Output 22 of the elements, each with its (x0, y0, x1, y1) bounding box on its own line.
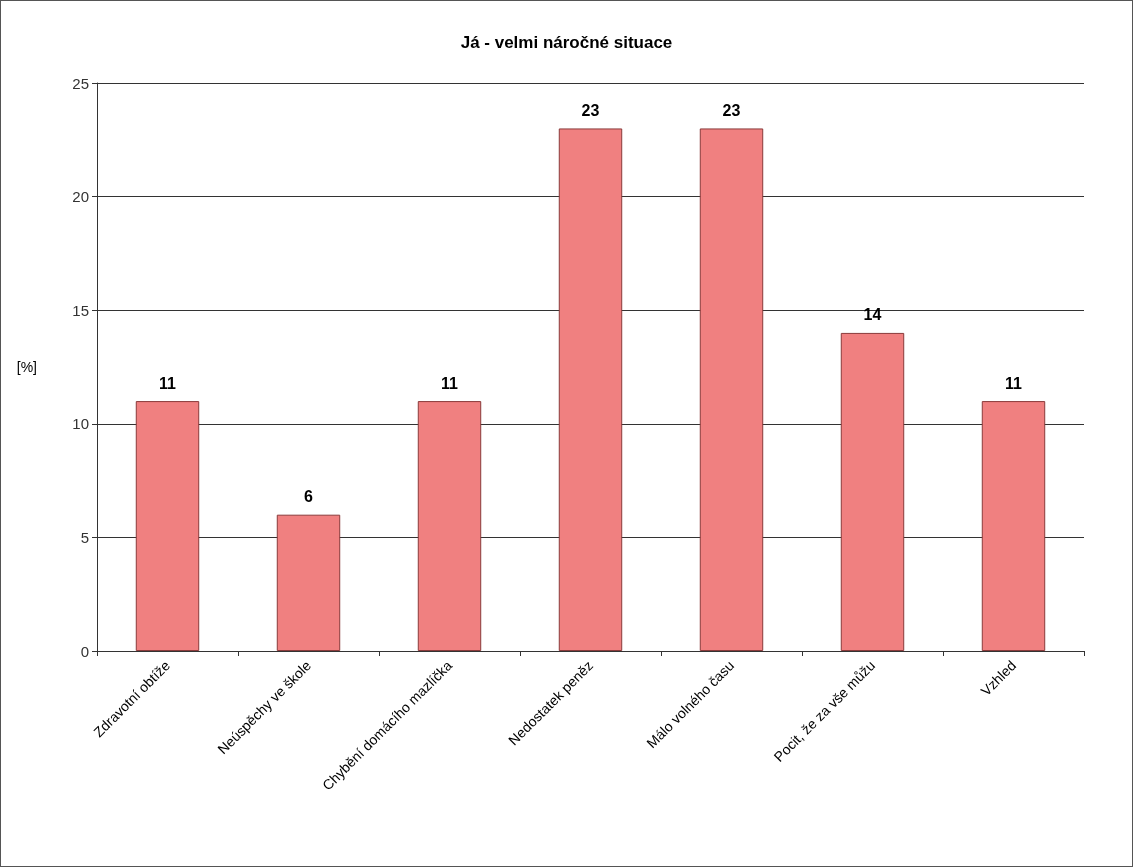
y-tick-label: 0 (80, 642, 89, 660)
y-axis-title: [%] (16, 359, 37, 375)
bar (699, 128, 764, 651)
bar (558, 128, 623, 651)
bar (276, 514, 341, 651)
bar (981, 401, 1046, 651)
data-label: 23 (581, 101, 600, 119)
data-label: 23 (722, 101, 741, 119)
data-label: 11 (159, 374, 177, 392)
data-label: 6 (304, 488, 314, 506)
chart-title: Já - velmi náročné situace (460, 33, 673, 52)
y-tick-label: 15 (72, 301, 89, 319)
y-tick-label: 10 (72, 415, 89, 433)
bar (135, 401, 200, 651)
y-tick-label: 20 (72, 188, 89, 206)
y-tick-label: 25 (72, 74, 89, 92)
y-tick-label: 5 (80, 528, 89, 546)
bar (840, 332, 905, 651)
data-label: 14 (863, 306, 882, 324)
data-label: 11 (441, 374, 459, 392)
data-label: 11 (1005, 374, 1023, 392)
bar (417, 401, 482, 651)
